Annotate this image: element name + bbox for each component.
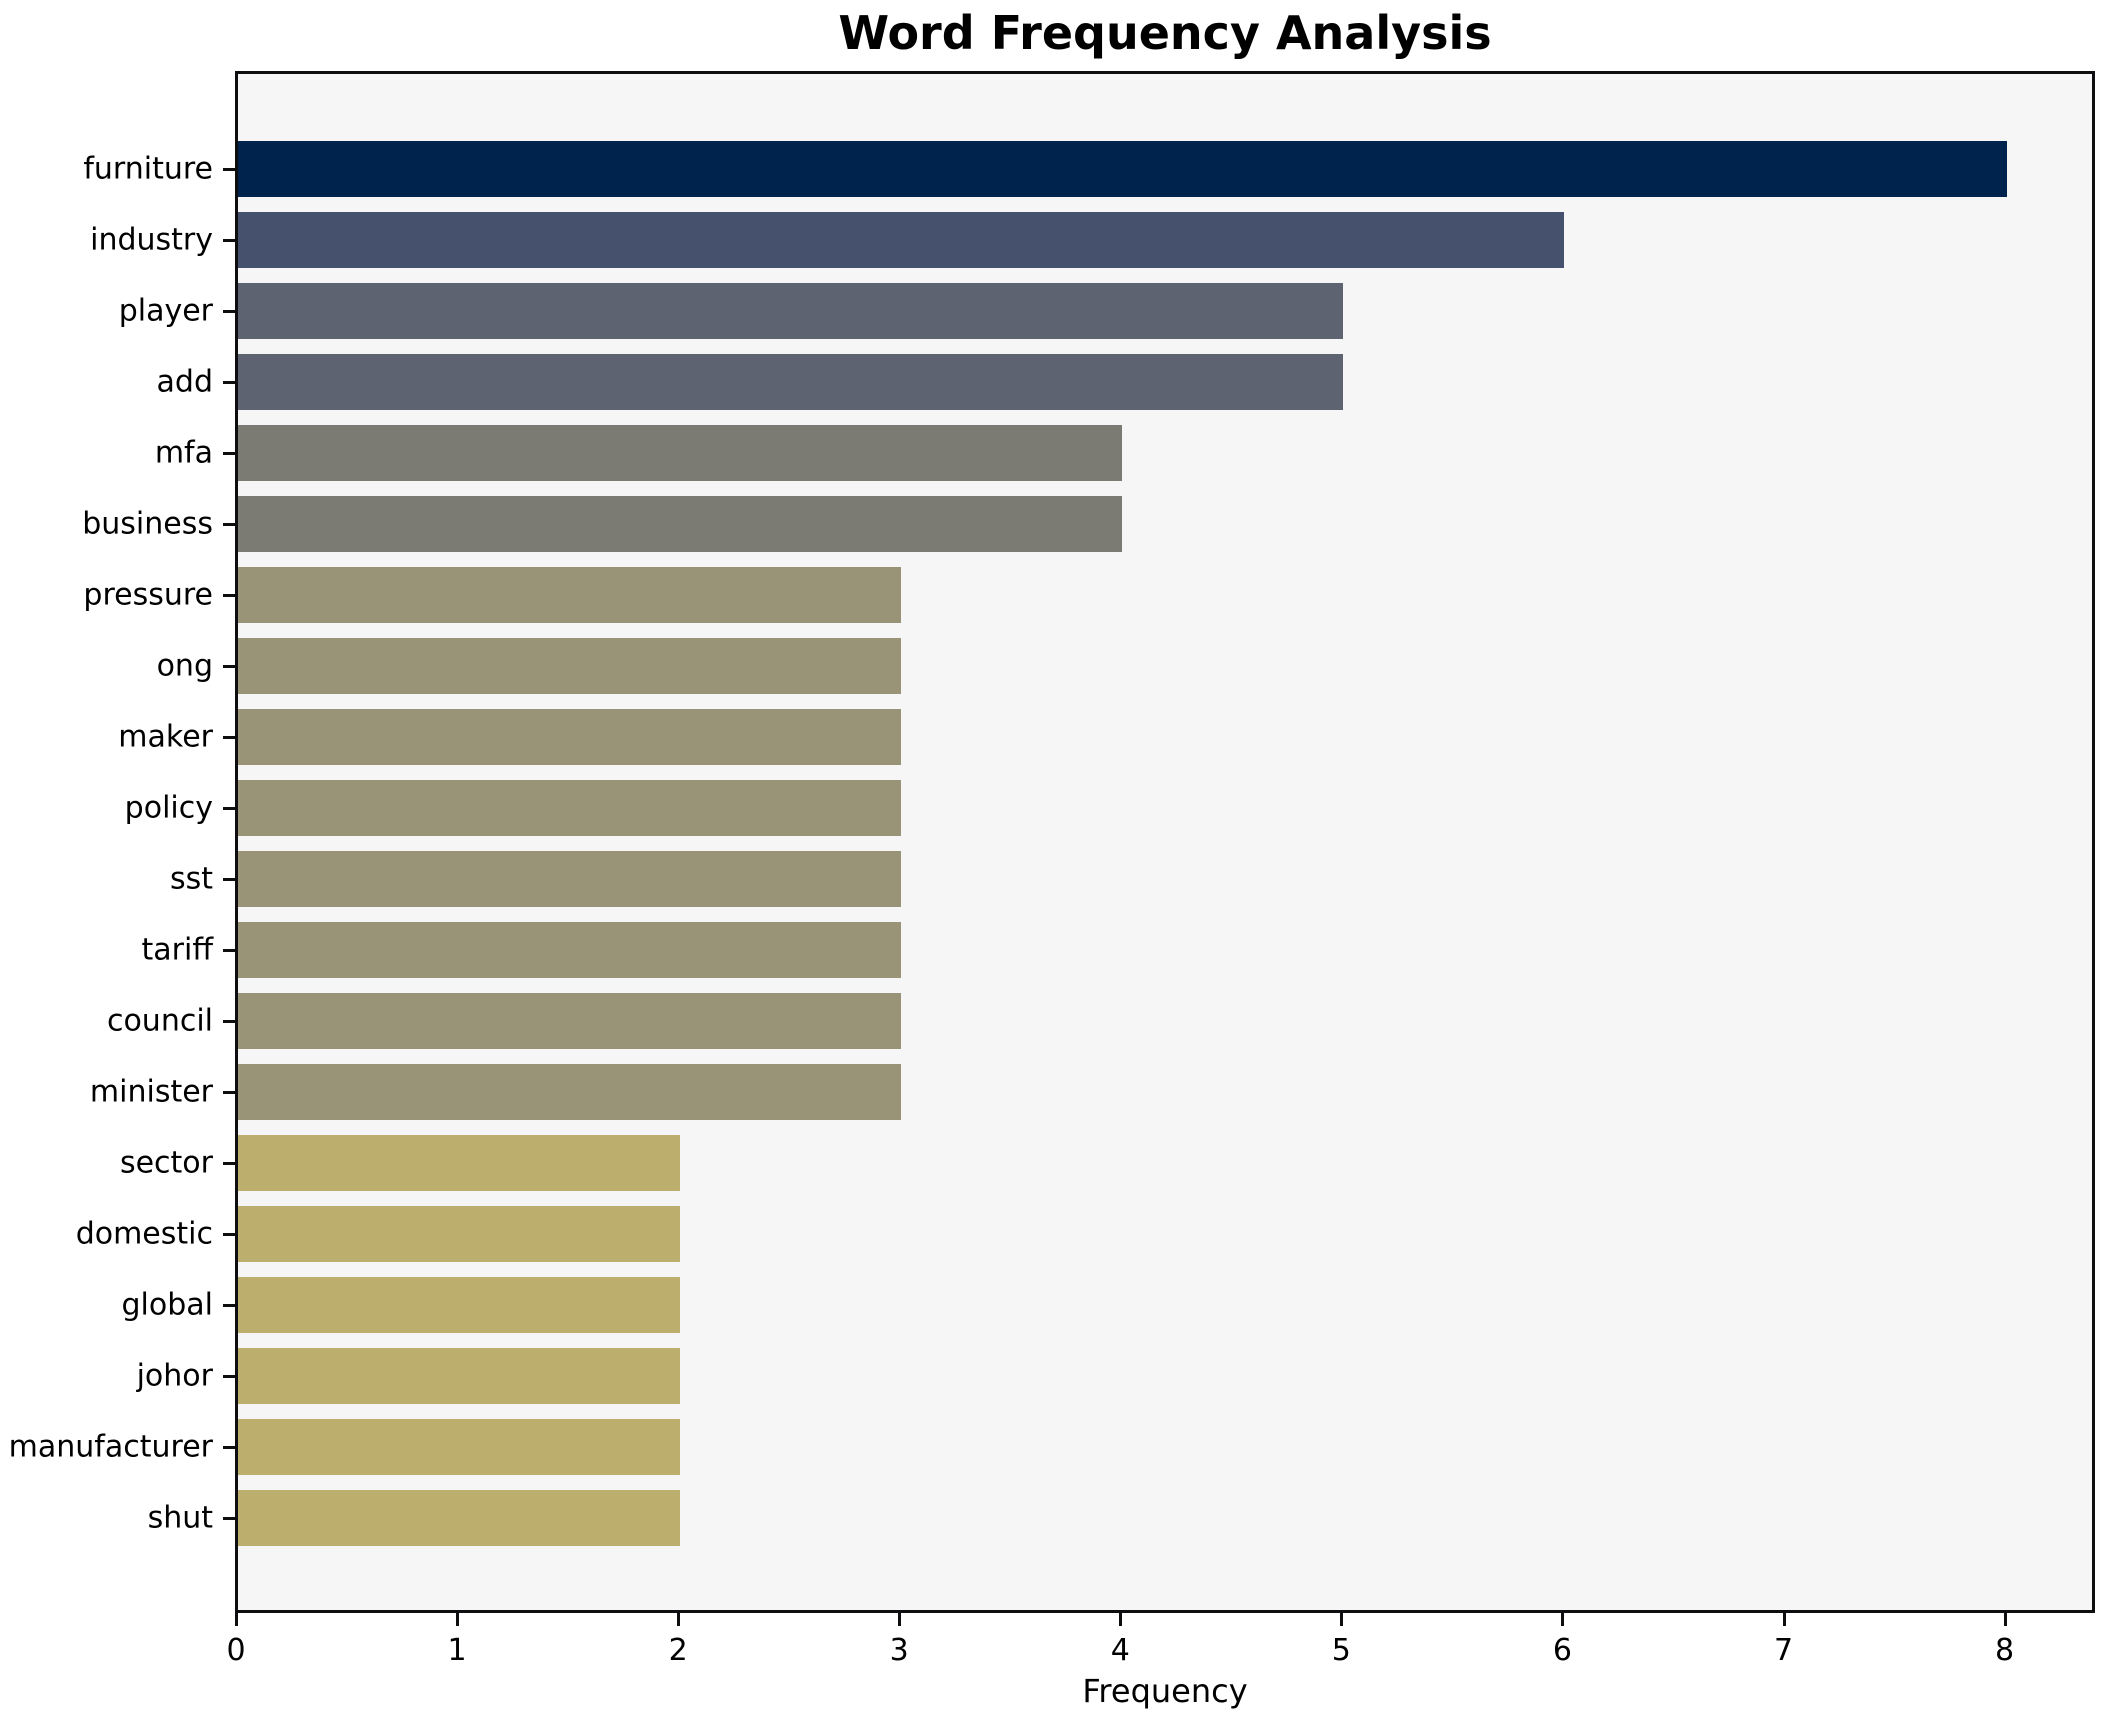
- bar-layer: [238, 74, 2092, 1610]
- x-tick-label: 3: [889, 1633, 909, 1668]
- y-label-global: global: [121, 1287, 214, 1323]
- y-tick: [223, 878, 235, 881]
- bar-sst: [238, 851, 902, 907]
- y-label-tariff: tariff: [141, 932, 213, 968]
- x-tick: [898, 1613, 902, 1626]
- y-tick: [223, 381, 235, 384]
- y-tick: [223, 665, 235, 668]
- bar-ong: [238, 638, 902, 694]
- y-label-policy: policy: [124, 790, 213, 826]
- y-tick: [223, 523, 235, 526]
- bar-industry: [238, 212, 1565, 268]
- chart-title: Word Frequency Analysis: [838, 6, 1492, 60]
- bar-minister: [238, 1064, 902, 1120]
- x-tick-label: 8: [1995, 1633, 2015, 1668]
- y-label-furniture: furniture: [83, 151, 213, 187]
- bar-add: [238, 354, 1344, 410]
- x-tick: [677, 1613, 681, 1626]
- x-tick: [1561, 1613, 1565, 1626]
- y-label-domestic: domestic: [75, 1216, 213, 1252]
- y-tick: [223, 1446, 235, 1449]
- x-tick: [1119, 1613, 1123, 1626]
- bar-shut: [238, 1490, 681, 1546]
- y-label-shut: shut: [147, 1500, 213, 1536]
- y-label-player: player: [118, 293, 213, 329]
- y-label-add: add: [156, 364, 213, 400]
- bar-maker: [238, 709, 902, 765]
- y-tick: [223, 1233, 235, 1236]
- y-tick: [223, 310, 235, 313]
- x-tick: [1340, 1613, 1344, 1626]
- y-label-ong: ong: [156, 648, 213, 684]
- y-tick: [223, 807, 235, 810]
- x-tick: [1782, 1613, 1786, 1626]
- x-tick-label: 2: [668, 1633, 688, 1668]
- y-tick: [223, 239, 235, 242]
- y-label-johor: johor: [136, 1358, 213, 1394]
- x-axis-label: Frequency: [1082, 1672, 1248, 1710]
- bar-tariff: [238, 922, 902, 978]
- x-tick: [235, 1613, 238, 1626]
- bar-sector: [238, 1135, 681, 1191]
- y-tick: [223, 594, 235, 597]
- y-label-industry: industry: [90, 222, 213, 258]
- bar-pressure: [238, 567, 902, 623]
- y-tick: [223, 1091, 235, 1094]
- bar-manufacturer: [238, 1419, 681, 1475]
- y-label-mfa: mfa: [154, 435, 213, 471]
- x-tick-label: 5: [1331, 1633, 1351, 1668]
- bar-player: [238, 283, 1344, 339]
- y-label-sector: sector: [119, 1145, 213, 1181]
- y-tick: [223, 1517, 235, 1520]
- y-tick: [223, 168, 235, 171]
- y-label-business: business: [82, 506, 213, 542]
- y-tick: [223, 1020, 235, 1023]
- y-tick: [223, 1304, 235, 1307]
- x-tick-label: 0: [226, 1633, 246, 1668]
- y-tick: [223, 452, 235, 455]
- y-label-pressure: pressure: [83, 577, 213, 613]
- bar-policy: [238, 780, 902, 836]
- y-tick: [223, 949, 235, 952]
- x-tick-label: 6: [1552, 1633, 1572, 1668]
- bar-domestic: [238, 1206, 681, 1262]
- x-tick: [2003, 1613, 2007, 1626]
- bar-council: [238, 993, 902, 1049]
- bar-johor: [238, 1348, 681, 1404]
- y-tick: [223, 1162, 235, 1165]
- bar-business: [238, 496, 1123, 552]
- plot-area: [235, 71, 2095, 1613]
- y-label-minister: minister: [89, 1074, 213, 1110]
- y-label-sst: sst: [169, 861, 213, 897]
- x-tick: [456, 1613, 460, 1626]
- y-label-maker: maker: [118, 719, 213, 755]
- x-tick-label: 4: [1110, 1633, 1130, 1668]
- bar-mfa: [238, 425, 1123, 481]
- y-label-council: council: [106, 1003, 213, 1039]
- y-tick: [223, 736, 235, 739]
- bar-global: [238, 1277, 681, 1333]
- x-tick-label: 1: [447, 1633, 467, 1668]
- bar-furniture: [238, 141, 2007, 197]
- y-label-manufacturer: manufacturer: [8, 1429, 213, 1465]
- x-tick-label: 7: [1773, 1633, 1794, 1668]
- y-tick: [223, 1375, 235, 1378]
